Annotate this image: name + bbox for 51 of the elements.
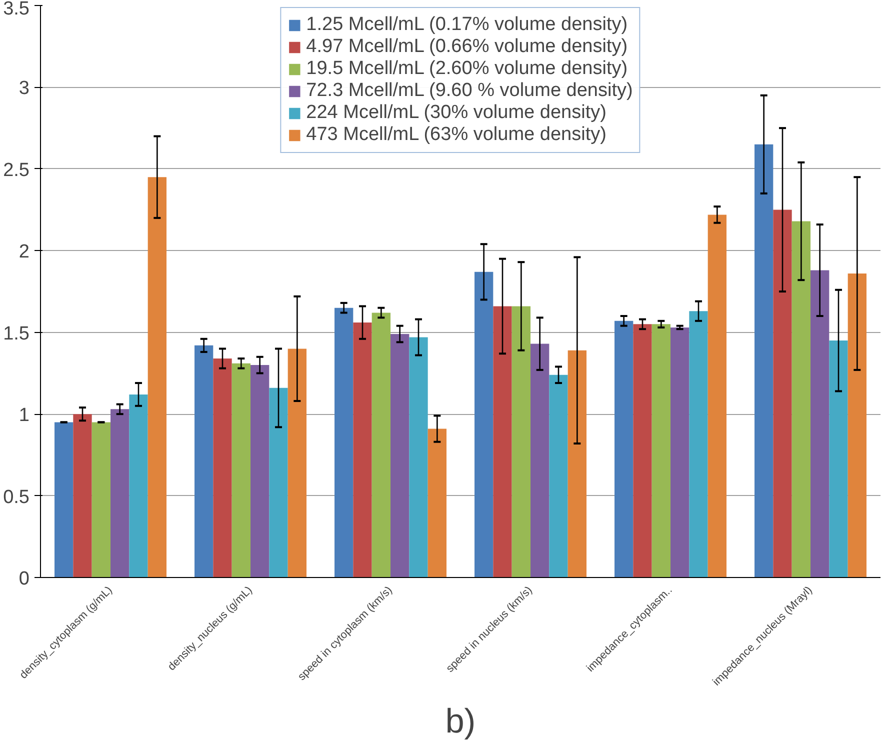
bar bbox=[213, 358, 232, 578]
bar bbox=[129, 394, 148, 578]
y-tick-label: 2 bbox=[18, 242, 30, 263]
bar bbox=[148, 177, 166, 578]
bar bbox=[530, 344, 550, 578]
bar bbox=[670, 327, 690, 578]
bar bbox=[73, 414, 92, 578]
bar bbox=[110, 409, 130, 578]
bar bbox=[288, 348, 306, 578]
legend-label: 1.25 Mcell/mL (0.17% volume density) bbox=[306, 14, 628, 36]
y-tick-label: 1.5 bbox=[3, 323, 30, 344]
bar bbox=[633, 324, 652, 578]
legend-label: 473 Mcell/mL (63% volume density) bbox=[306, 124, 606, 146]
bar bbox=[614, 320, 634, 578]
bar bbox=[409, 337, 428, 578]
bar bbox=[792, 221, 810, 578]
bar bbox=[334, 308, 354, 578]
bar bbox=[474, 272, 494, 578]
y-tick-label: 1 bbox=[18, 405, 30, 426]
bar bbox=[493, 306, 512, 578]
bar bbox=[568, 350, 586, 578]
bar bbox=[848, 274, 866, 578]
y-tick-label: 0 bbox=[18, 568, 30, 590]
bar bbox=[353, 322, 372, 578]
bar bbox=[512, 306, 530, 578]
bar bbox=[92, 422, 110, 578]
bar bbox=[652, 324, 670, 578]
bar bbox=[390, 334, 410, 578]
bar bbox=[810, 270, 830, 578]
bar bbox=[708, 214, 726, 578]
bar bbox=[773, 210, 792, 578]
legend-label: 224 Mcell/mL (30% volume density) bbox=[306, 102, 606, 124]
y-tick-label: 0.5 bbox=[3, 486, 30, 508]
legend-label: 19.5 Mcell/mL (2.60% volume density) bbox=[306, 58, 628, 80]
bar bbox=[689, 311, 708, 578]
bar bbox=[250, 365, 270, 578]
legend-label: 72.3 Mcell/mL (9.60 % volume density) bbox=[306, 80, 633, 102]
y-tick-label: 3.5 bbox=[3, 0, 30, 20]
bar bbox=[829, 340, 848, 578]
bar bbox=[194, 345, 214, 578]
legend-label: 4.97 Mcell/mL (0.66% volume density) bbox=[306, 36, 628, 58]
bar bbox=[232, 363, 250, 578]
bar bbox=[754, 144, 774, 578]
bar bbox=[428, 428, 446, 578]
y-tick-label: 2.5 bbox=[3, 160, 30, 181]
y-tick-label: 3 bbox=[18, 78, 30, 100]
bar bbox=[54, 422, 74, 578]
bar bbox=[269, 388, 288, 578]
bar bbox=[549, 374, 568, 578]
bar bbox=[372, 312, 390, 578]
text: b) bbox=[445, 702, 476, 740]
